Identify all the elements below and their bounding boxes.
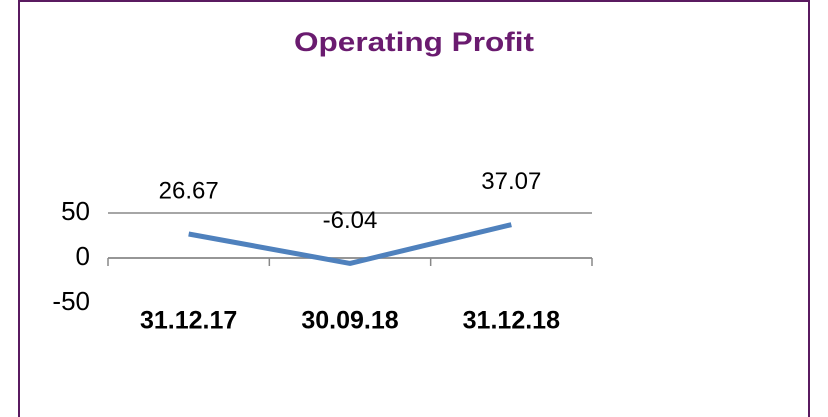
x-tick-label: 30.09.18 (301, 307, 398, 335)
x-tick-label: 31.12.18 (463, 307, 560, 335)
chart-frame (18, 0, 810, 417)
data-label: 26.67 (159, 177, 219, 204)
x-tick-label: 31.12.17 (140, 307, 237, 335)
data-label: -6.04 (323, 207, 378, 234)
y-tick-label: 0 (76, 241, 90, 271)
y-tick-label: -50 (52, 286, 90, 316)
y-tick-label: 50 (61, 196, 90, 226)
chart-title: Operating Profit (294, 27, 534, 57)
data-label: 37.07 (481, 168, 541, 195)
line-series (188, 222, 512, 266)
